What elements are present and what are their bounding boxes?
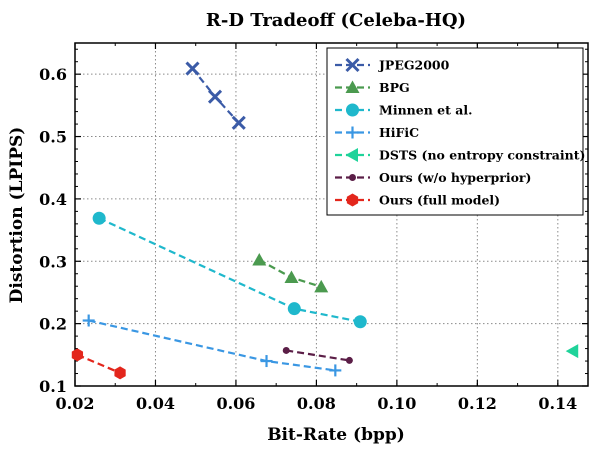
legend-entry-ours-w-o-hyperprior: Ours (w/o hyperprior) — [335, 170, 531, 185]
legend-label: HiFiC — [379, 125, 419, 140]
legend-label: JPEG2000 — [378, 58, 450, 73]
series-line — [286, 349, 350, 362]
plot-frame — [74, 42, 589, 387]
data-point — [329, 364, 342, 377]
legend-entry-dsts-no-entropy-constraint: DSTS (no entropy constraint) — [335, 148, 585, 163]
legend-marker — [346, 126, 359, 139]
legend: JPEG2000 BPG Minnen et al. HiFiC DSTS (no en… — [326, 47, 585, 216]
series-ours-w-o-hyperprior — [282, 346, 353, 364]
x-tick-label: 0.10 — [377, 394, 416, 413]
legend-label: DSTS (no entropy constraint) — [379, 148, 585, 163]
data-point — [284, 270, 299, 283]
legend-entry-bpg: BPG — [335, 80, 410, 95]
series-ours-full-model — [71, 348, 126, 380]
series-dsts-no-entropy-constraint — [565, 344, 579, 359]
series-jpeg2000 — [185, 61, 246, 130]
legend-marker — [346, 103, 359, 117]
data-point — [82, 314, 95, 327]
legend-box — [326, 47, 584, 216]
x-tick-label: 0.02 — [56, 394, 95, 413]
legend-entry-minnen-et-al: Minnen et al. — [335, 103, 472, 118]
legend-entry-jpeg2000: JPEG2000 — [335, 58, 450, 73]
y-tick-label: 0.4 — [39, 190, 67, 209]
y-tick-label: 0.5 — [39, 128, 67, 147]
legend-marker — [345, 57, 360, 73]
legend-marker — [346, 193, 359, 207]
data-point — [71, 348, 84, 362]
legend-label: Ours (full model) — [379, 193, 500, 208]
legend-marker — [349, 174, 356, 181]
data-point — [282, 346, 290, 354]
legend-label: BPG — [379, 80, 410, 95]
series-minnen-et-al — [92, 211, 367, 329]
data-point — [353, 315, 367, 329]
x-tick-label: 0.04 — [136, 394, 175, 413]
data-point — [185, 61, 200, 76]
data-point — [287, 302, 301, 316]
data-point — [92, 211, 106, 225]
chart-title: R-D Tradeoff (Celeba-HQ) — [206, 10, 466, 31]
series-line — [98, 217, 361, 323]
legend-label: Ours (w/o hyperprior) — [379, 170, 531, 185]
y-tick-label: 0.3 — [39, 252, 67, 271]
legend-entry-hific: HiFiC — [335, 125, 419, 140]
data-point — [565, 344, 579, 359]
y-tick-label: 0.2 — [39, 315, 67, 334]
data-point — [252, 253, 267, 266]
legend-marker — [345, 148, 358, 162]
x-tick-label: 0.06 — [216, 394, 255, 413]
x-tick-label: 0.08 — [297, 394, 336, 413]
y-axis-label: Distortion (LPIPS) — [7, 127, 27, 304]
series-line — [76, 353, 121, 374]
data-point — [207, 89, 223, 104]
x-tick-label: 0.12 — [458, 394, 497, 413]
y-tick-label: 0.6 — [39, 65, 67, 84]
legend-entry-ours-full-model: Ours (full model) — [335, 193, 500, 208]
series-line — [88, 319, 336, 372]
data-point — [231, 115, 246, 130]
data-point — [314, 279, 329, 293]
series-hific — [82, 314, 342, 377]
data-point — [114, 366, 126, 380]
legend-marker — [345, 80, 360, 93]
x-axis-label: Bit-Rate (bpp) — [267, 425, 405, 445]
data-series — [71, 61, 579, 380]
data-point — [260, 355, 273, 368]
x-tick-label: 0.14 — [538, 394, 577, 413]
data-point — [345, 356, 353, 364]
series-bpg — [252, 253, 329, 293]
y-tick-label: 0.1 — [39, 377, 67, 396]
legend-label: Minnen et al. — [379, 103, 472, 118]
